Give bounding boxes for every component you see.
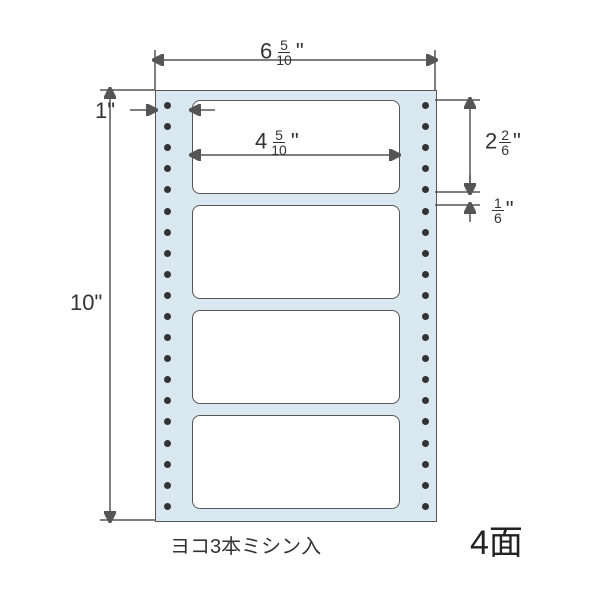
dim-label-width: 4510" <box>255 128 299 157</box>
dim-label-height: 226" <box>485 128 521 157</box>
bottom-note: ヨコ3本ミシン入 <box>170 530 321 559</box>
dim-margin-left: 1" <box>95 98 115 124</box>
dim-sheet-height: 10" <box>70 290 102 316</box>
dim-sheet-width: 6510" <box>260 38 304 67</box>
face-count-label: 4面 <box>470 515 523 564</box>
dim-label-gap: 16" <box>490 196 514 225</box>
